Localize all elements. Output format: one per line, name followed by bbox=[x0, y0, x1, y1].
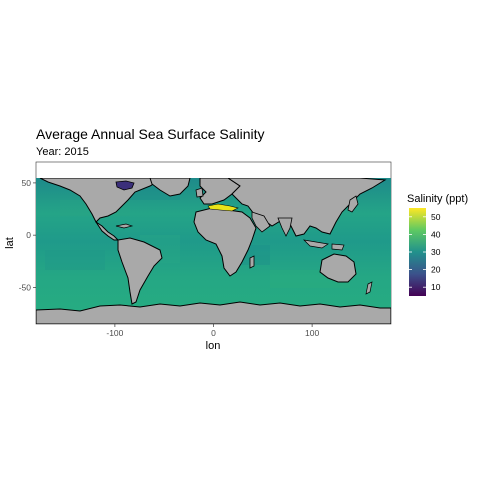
map-layer bbox=[36, 178, 391, 324]
hudson-bay-low-salinity bbox=[115, 180, 135, 191]
legend-tick-label: 20 bbox=[431, 265, 441, 275]
chart-title: Average Annual Sea Surface Salinity bbox=[36, 126, 265, 142]
legend-tick-label: 40 bbox=[431, 229, 441, 239]
south-america-landmass bbox=[117, 237, 163, 305]
x-tick-label: 0 bbox=[211, 328, 216, 338]
new-zealand-landmass bbox=[365, 281, 373, 295]
legend-tick-label: 30 bbox=[431, 247, 441, 257]
japan-landmass bbox=[347, 195, 359, 213]
africa-landmass bbox=[193, 207, 257, 277]
chart-subtitle: Year: 2015 bbox=[36, 146, 89, 158]
x-axis: -100 0 100 bbox=[106, 324, 319, 338]
mediterranean-high-salinity bbox=[207, 203, 239, 212]
greenland-landmass bbox=[149, 178, 191, 197]
arabian-peninsula-landmass bbox=[251, 211, 271, 233]
legend-tick-label: 50 bbox=[431, 212, 441, 222]
legend-ticks: 50 40 30 20 10 bbox=[409, 212, 441, 292]
india-landmass bbox=[277, 217, 293, 237]
y-tick-label: -50 bbox=[19, 282, 32, 292]
y-tick-label: 50 bbox=[22, 178, 32, 188]
legend-tick-label: 10 bbox=[431, 282, 441, 292]
australia-landmass bbox=[319, 253, 357, 283]
legend-colorbar bbox=[409, 208, 426, 296]
y-axis-label: lat bbox=[4, 237, 16, 249]
british-isles-landmass bbox=[195, 187, 204, 198]
antarctica-landmass bbox=[36, 301, 391, 324]
indonesia-islands bbox=[302, 239, 329, 249]
x-axis-label: lon bbox=[206, 340, 221, 352]
caribbean-islands bbox=[115, 223, 134, 229]
x-tick-label: -100 bbox=[106, 328, 123, 338]
legend-title: Salinity (ppt) bbox=[407, 193, 468, 205]
y-axis: 50 0 -50 bbox=[19, 178, 36, 292]
x-tick-label: 100 bbox=[305, 328, 319, 338]
salinity-legend: Salinity (ppt) 50 40 30 20 10 bbox=[407, 193, 468, 296]
madagascar-landmass bbox=[249, 255, 255, 269]
y-tick-label: 0 bbox=[26, 230, 31, 240]
new-guinea-landmass bbox=[331, 243, 345, 251]
